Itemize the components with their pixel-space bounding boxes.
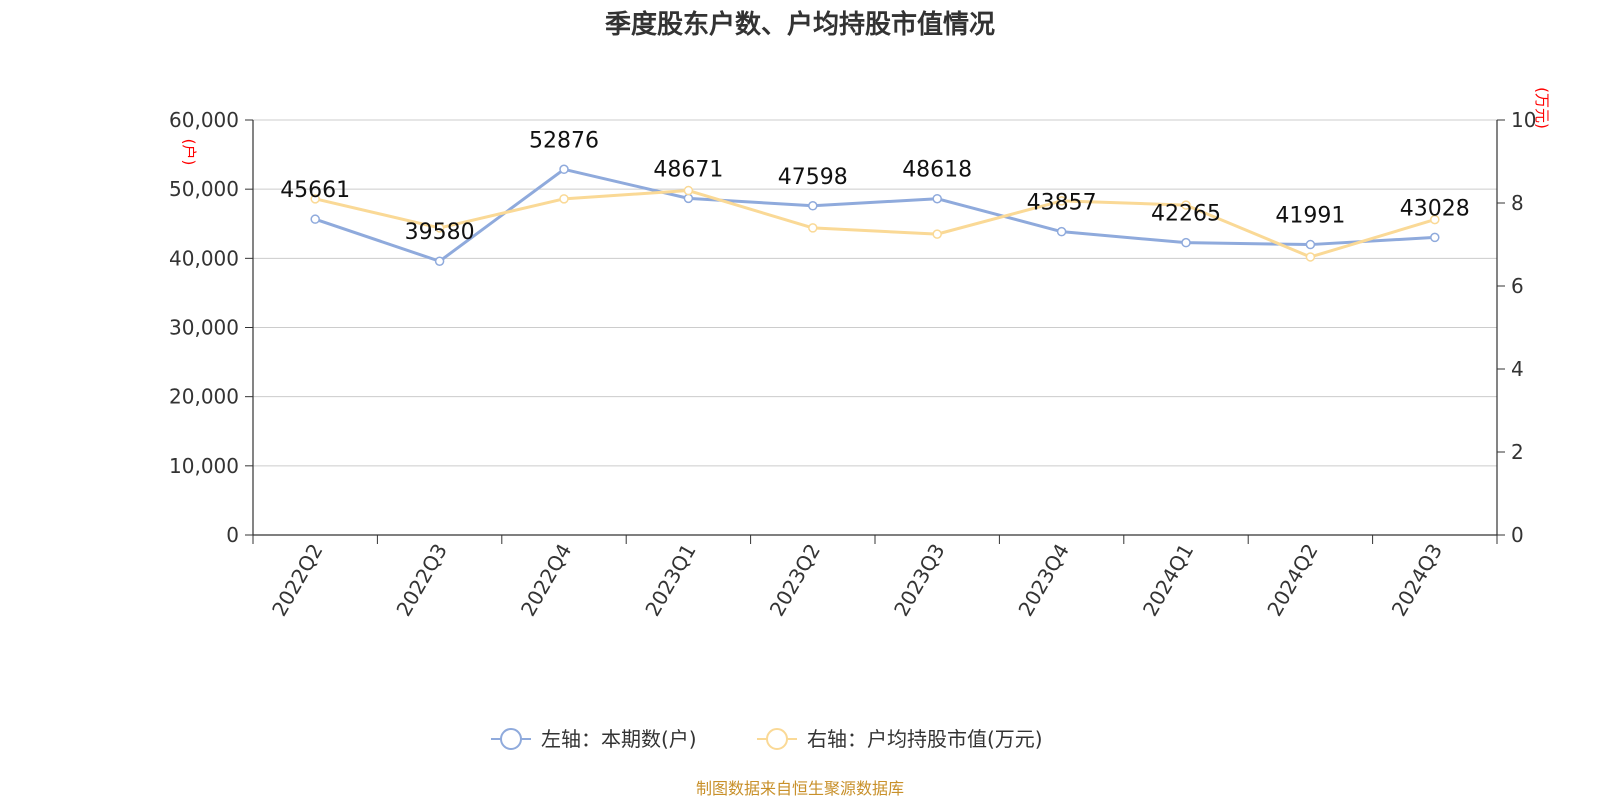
series-2-point — [1056, 196, 1067, 206]
series-line-1 — [314, 167, 1435, 263]
series-1-point — [932, 193, 942, 204]
x-axis-tick-label: 2024Q2 — [1262, 540, 1322, 621]
right-axis-tick-label: 0 — [1511, 523, 1524, 547]
right-axis-tick-label: 10 — [1511, 108, 1536, 132]
legend-item-left-series[interactable]: 左轴：本期数(户) — [491, 727, 697, 751]
chart-title: 季度股东户数、户均持股市值情况 — [605, 9, 995, 40]
left-axis-tick-label: 30,000 — [169, 316, 239, 340]
data-label: 43857 — [1027, 191, 1097, 216]
x-axis-tick-label: 2024Q1 — [1138, 540, 1198, 621]
left-axis-tick-label: 60,000 — [169, 108, 239, 132]
right-axis-tick-label: 6 — [1511, 274, 1524, 298]
series-1-point — [1430, 232, 1440, 243]
data-label: 45661 — [280, 178, 350, 203]
right-axis-unit: (万元) — [1533, 87, 1551, 129]
series-2-point — [932, 229, 942, 239]
data-labels: 45661 39580 52876 48671 47598 48618 43857 42265… — [280, 128, 1470, 245]
x-axis-tick-label: 2023Q2 — [765, 540, 825, 621]
right-axis-tick-label: 4 — [1511, 357, 1524, 381]
x-axis-tick-label: 2023Q3 — [889, 539, 949, 620]
right-axis-tick-label: 2 — [1511, 440, 1524, 464]
legend-left-series-label: 左轴：本期数(户) — [541, 727, 697, 751]
series-1-point — [1056, 226, 1067, 237]
left-axis-tick-label: 0 — [226, 523, 239, 547]
series-2-point — [310, 194, 320, 204]
data-label: 48671 — [653, 157, 723, 182]
data-label: 47598 — [778, 165, 848, 190]
series-2-point — [683, 185, 694, 196]
grid-lines — [253, 119, 1497, 467]
x-axis-tick-label: 2022Q3 — [391, 540, 451, 621]
series-1-point — [683, 193, 694, 204]
x-axis-tick-label: 2022Q4 — [516, 540, 576, 621]
data-label: 39580 — [405, 220, 475, 245]
x-axis-tick-label: 2023Q4 — [1013, 540, 1073, 621]
series-line-2 — [314, 189, 1436, 259]
left-axis-unit: (户) — [180, 139, 198, 166]
legend-left-series-marker — [500, 728, 522, 750]
data-label: 52876 — [529, 128, 599, 153]
x-axis-tick-label: 2022Q2 — [267, 540, 327, 621]
series-1-point — [1305, 239, 1316, 250]
data-label: 41991 — [1275, 204, 1345, 229]
data-label: 48618 — [902, 158, 972, 183]
series-layer — [310, 164, 1440, 266]
series-2-point — [1430, 214, 1440, 225]
series-1-point — [310, 214, 320, 224]
axes: 0 10,000 20,000 30,000 40,000 50,000 60,000 0 2 4… — [169, 108, 1536, 620]
source-note: 制图数据来自恒生聚源数据库 — [696, 779, 904, 798]
series-1-point — [434, 256, 445, 266]
data-label: 43028 — [1400, 196, 1470, 221]
left-axis-tick-label: 20,000 — [169, 385, 239, 409]
right-axis-tick-label: 8 — [1511, 191, 1524, 215]
x-axis-tick-label: 2023Q1 — [640, 540, 700, 621]
left-axis-tick-label: 50,000 — [169, 177, 239, 201]
legend-right-series-marker — [766, 728, 788, 750]
series-1-point — [808, 201, 818, 211]
left-axis-tick-label: 40,000 — [169, 246, 239, 270]
x-axis-tick-label: 2024Q3 — [1387, 540, 1447, 621]
series-1-point — [1181, 237, 1191, 248]
series-2-point — [559, 194, 569, 204]
series-2-point — [808, 223, 818, 233]
series-1-point — [559, 164, 569, 175]
series-2-point — [1305, 252, 1316, 262]
series-2-point — [434, 223, 445, 233]
series-2-point — [1181, 200, 1191, 210]
left-axis-tick-label: 10,000 — [169, 454, 239, 478]
legend-item-right-series[interactable]: 右轴：户均持股市值(万元) — [757, 727, 1043, 751]
legend: 左轴：本期数(户) 右轴：户均持股市值(万元) — [491, 727, 1043, 751]
legend-right-series-label: 右轴：户均持股市值(万元) — [807, 727, 1043, 751]
data-label: 42265 — [1151, 202, 1221, 227]
